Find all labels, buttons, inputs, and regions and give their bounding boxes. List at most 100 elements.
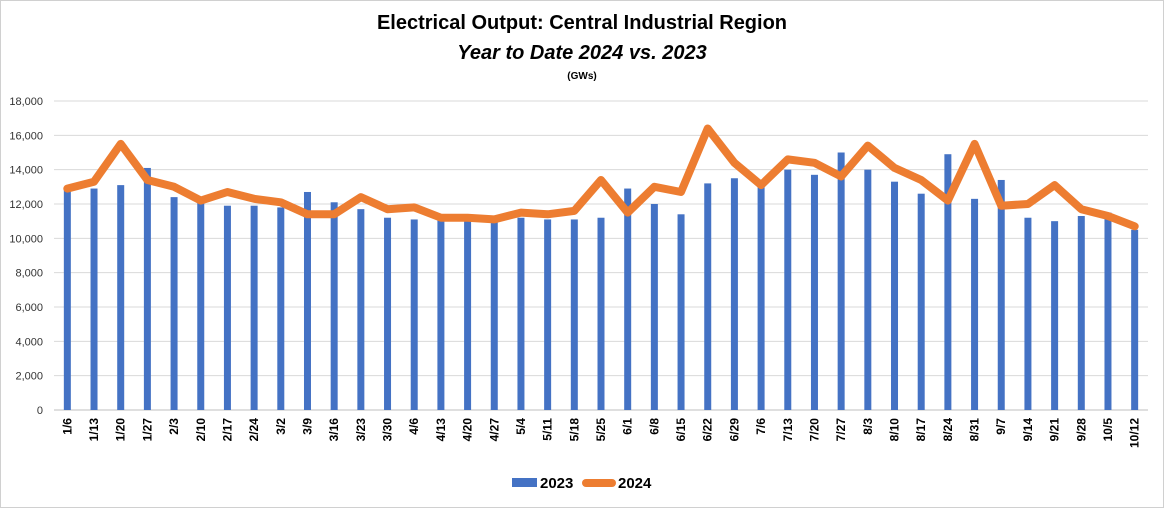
x-tick-label: 9/28 (1074, 418, 1088, 442)
bar-2023 (250, 205, 258, 410)
y-tick-label: 18,000 (9, 96, 43, 108)
x-tick-label: 9/21 (1048, 418, 1062, 442)
x-tick-label: 1/6 (60, 418, 74, 435)
x-tick-label: 3/2 (274, 418, 288, 435)
x-tick-label: 4/27 (487, 418, 501, 442)
bar-2023 (197, 202, 205, 410)
x-tick-label: 3/16 (327, 418, 341, 442)
x-tick-label: 4/13 (434, 418, 448, 442)
bar-2023 (1131, 229, 1139, 410)
bar-2023 (170, 197, 178, 410)
x-tick-label: 6/29 (727, 418, 741, 442)
line-2024 (63, 124, 1139, 231)
bar-series-2023 (63, 152, 1139, 410)
bar-2023 (1077, 216, 1085, 410)
x-tick-label: 7/27 (834, 418, 848, 442)
x-tick-label: 6/1 (621, 418, 635, 435)
bar-2023 (223, 205, 231, 410)
line-series-2024 (63, 124, 1139, 231)
y-tick-label: 16,000 (9, 130, 43, 142)
bar-2023 (757, 186, 765, 410)
bar-2023 (971, 198, 979, 410)
legend-swatch-2023 (512, 478, 537, 487)
y-tick-label: 0 (37, 405, 43, 417)
x-tick-label: 10/12 (1128, 418, 1142, 448)
y-tick-label: 10,000 (9, 233, 43, 245)
bar-2023 (570, 219, 578, 410)
bar-2023 (864, 169, 872, 410)
bar-2023 (730, 178, 738, 410)
bar-2023 (810, 174, 818, 410)
legend: 2023 2024 (512, 475, 652, 492)
bar-2023 (784, 169, 792, 410)
y-axis-labels: 0 2,000 4,000 6,000 8,000 10,000 12,000 14,000 1… (9, 96, 43, 417)
bar-2023 (624, 188, 632, 410)
bar-2023 (944, 154, 952, 410)
x-tick-label: 7/6 (754, 418, 768, 435)
x-tick-label: 4/20 (461, 418, 475, 442)
bar-2023 (143, 167, 151, 410)
bar-2023 (891, 181, 899, 410)
x-tick-label: 5/25 (594, 418, 608, 442)
chart-unit-label: (GWs) (567, 71, 597, 82)
y-tick-label: 14,000 (9, 165, 43, 177)
bar-2023 (117, 185, 125, 410)
x-tick-label: 5/11 (541, 418, 555, 441)
bar-2023 (437, 219, 445, 410)
x-tick-label: 3/30 (381, 418, 395, 442)
x-tick-label: 1/20 (114, 418, 128, 442)
x-tick-label: 9/7 (994, 418, 1008, 435)
x-tick-label: 8/31 (968, 418, 982, 442)
y-tick-label: 2,000 (15, 371, 43, 383)
bar-2023 (410, 219, 418, 410)
bar-2023 (597, 217, 605, 410)
bar-2023 (384, 217, 392, 410)
x-tick-label: 8/24 (941, 418, 955, 442)
x-tick-label: 4/6 (407, 418, 421, 435)
bar-2023 (464, 221, 472, 410)
bar-2023 (917, 193, 925, 410)
x-tick-label: 10/5 (1101, 418, 1115, 442)
y-tick-label: 8,000 (15, 268, 43, 280)
x-tick-label: 8/3 (861, 418, 875, 435)
x-tick-label: 8/10 (888, 418, 902, 442)
bar-2023 (704, 183, 712, 410)
x-tick-label: 6/15 (674, 418, 688, 442)
bar-2023 (997, 179, 1005, 410)
bar-2023 (1104, 212, 1112, 410)
y-tick-label: 12,000 (9, 199, 43, 211)
x-axis-labels: 1/6 1/13 1/20 1/27 2/3 2/10 2/17 2/24 3/2 3/9 3/16… (60, 418, 1141, 448)
x-tick-label: 2/24 (247, 418, 261, 442)
bar-2023 (1024, 217, 1032, 410)
bar-2023 (517, 217, 525, 410)
x-tick-label: 6/8 (647, 418, 661, 435)
x-tick-label: 7/20 (807, 418, 821, 442)
x-tick-label: 2/3 (167, 418, 181, 435)
y-tick-label: 6,000 (15, 302, 43, 314)
bar-2023 (677, 214, 685, 410)
x-tick-label: 6/22 (701, 418, 715, 442)
bar-2023 (63, 188, 71, 410)
bar-2023 (650, 204, 658, 410)
x-tick-label: 3/9 (300, 418, 314, 435)
bar-2023 (330, 202, 338, 410)
bar-2023 (357, 209, 365, 410)
legend-label-2024: 2024 (618, 475, 652, 492)
bar-2023 (90, 188, 98, 410)
x-tick-label: 8/17 (914, 418, 928, 442)
x-tick-label: 2/10 (194, 418, 208, 442)
x-tick-label: 1/13 (87, 418, 101, 442)
x-tick-label: 1/27 (140, 418, 154, 442)
x-tick-label: 5/4 (514, 418, 528, 435)
bar-2023 (303, 191, 311, 410)
x-tick-label: 3/23 (354, 418, 368, 442)
legend-label-2023: 2023 (540, 475, 573, 492)
bar-2023 (544, 219, 552, 410)
chart-title: Electrical Output: Central Industrial Re… (376, 12, 788, 34)
bar-2023 (490, 221, 498, 410)
y-tick-label: 4,000 (15, 336, 43, 348)
bar-2023 (1051, 221, 1059, 410)
bar-2023 (837, 152, 845, 410)
